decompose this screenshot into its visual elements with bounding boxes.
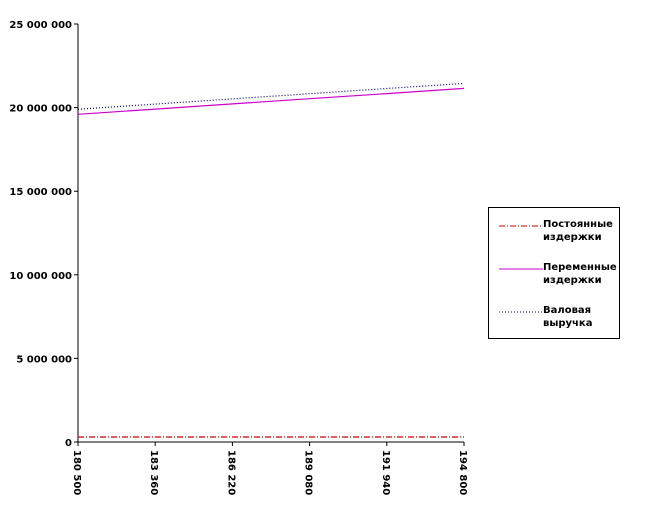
x-tick-label: 194 800 — [457, 450, 468, 495]
legend-label-line: выручка — [543, 318, 593, 329]
legend-label-line: Переменные — [543, 262, 617, 273]
x-tick-label: 191 940 — [380, 450, 391, 495]
y-tick-label: 5 000 000 — [16, 354, 72, 365]
x-tick-label: 189 080 — [303, 450, 314, 495]
legend-swatch-variable-costs — [499, 268, 543, 270]
series-line-1 — [77, 87, 465, 115]
series-line-2 — [77, 82, 465, 110]
legend-swatch-fixed-costs — [499, 225, 543, 227]
y-tick-label: 25 000 000 — [9, 20, 72, 31]
legend-swatch-gross-revenue — [499, 311, 543, 313]
x-tick-label: 183 360 — [148, 450, 159, 495]
legend-item-fixed-costs: Постоянные издержки — [489, 218, 619, 254]
x-tick-label: 186 220 — [225, 450, 236, 495]
y-tick-label: 20 000 000 — [9, 104, 72, 115]
legend-label-line: Постоянные — [543, 219, 613, 230]
legend-item-variable-costs: Переменные издержки — [489, 261, 619, 297]
x-tick-label: 180 500 — [71, 450, 82, 495]
legend-label-line: Валовая — [543, 305, 592, 316]
legend-label-line: издержки — [543, 275, 602, 286]
legend-label-line: издержки — [543, 232, 602, 243]
legend-item-gross-revenue: Валовая выручка — [489, 304, 619, 340]
y-tick-label: 10 000 000 — [9, 271, 72, 282]
y-tick-label: 15 000 000 — [9, 187, 72, 198]
y-tick-label: 0 — [65, 438, 72, 449]
legend: Постоянные издержки Переменные издержки … — [488, 207, 620, 339]
